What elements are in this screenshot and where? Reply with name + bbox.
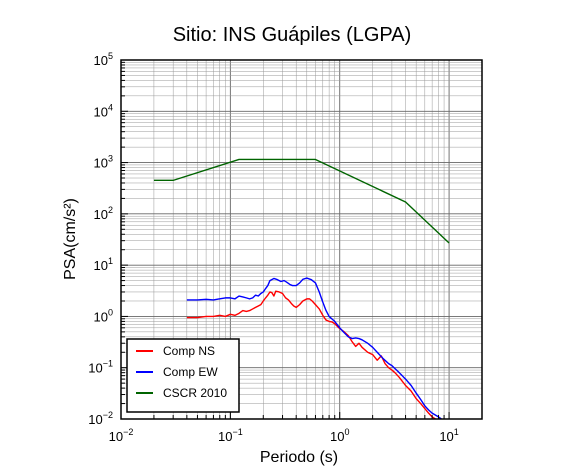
x-tick-label-exponent: −1 xyxy=(232,427,242,437)
x-tick-label-base: 10 xyxy=(330,429,344,444)
y-tick-label: 100 xyxy=(94,307,113,324)
x-tick-label-base: 10 xyxy=(218,429,232,444)
y-tick-label: 103 xyxy=(94,154,113,171)
legend-label-comp-ns: Comp NS xyxy=(163,344,215,358)
y-tick-label-base: 10 xyxy=(94,104,108,119)
y-tick-label-exponent: 5 xyxy=(108,51,113,61)
x-tick-label: 100 xyxy=(330,427,349,444)
y-tick-label-exponent: 2 xyxy=(108,205,113,215)
y-tick-label-exponent: 1 xyxy=(108,256,113,266)
y-tick-label-exponent: 4 xyxy=(108,102,113,112)
x-tick-label-base: 10 xyxy=(109,429,123,444)
y-tick-label-base: 10 xyxy=(94,53,108,68)
series-line-cscr-2010 xyxy=(153,158,450,244)
y-tick-label-base: 10 xyxy=(94,207,108,222)
y-tick-label: 10−1 xyxy=(88,359,113,376)
y-tick-label-base: 10 xyxy=(94,309,108,324)
legend: Comp NS Comp EW CSCR 2010 xyxy=(126,338,240,413)
y-tick-label-exponent: 3 xyxy=(108,154,113,164)
series-line-comp-ew xyxy=(186,277,442,419)
legend-label-cscr-2010: CSCR 2010 xyxy=(163,386,227,400)
y-tick-label: 10−2 xyxy=(88,410,113,427)
x-tick-label-exponent: 0 xyxy=(344,427,349,437)
y-tick-label-base: 10 xyxy=(94,156,108,171)
y-tick-label-base: 10 xyxy=(88,412,102,427)
x-tick-label-exponent: 1 xyxy=(454,427,459,437)
x-tick-label: 10−2 xyxy=(109,427,134,444)
y-tick-label-exponent: 0 xyxy=(108,307,113,317)
plot-frame xyxy=(120,59,483,420)
y-tick-label: 105 xyxy=(94,51,113,68)
y-tick-label: 102 xyxy=(94,205,113,222)
x-tick-label-base: 10 xyxy=(439,429,453,444)
y-tick-label-exponent: −2 xyxy=(103,410,113,420)
x-tick-label: 10−1 xyxy=(218,427,243,444)
legend-label-comp-ew: Comp EW xyxy=(163,365,218,379)
y-axis-label: PSA(cm/s²) xyxy=(62,198,79,280)
y-tick-label-base: 10 xyxy=(88,361,102,376)
y-tick-label-base: 10 xyxy=(94,258,108,273)
x-tick-label: 101 xyxy=(439,427,458,444)
y-tick-label: 101 xyxy=(94,256,113,273)
series-line-comp-ns xyxy=(186,290,436,419)
x-axis-label: Periodo (s) xyxy=(260,449,338,466)
chart-title: Sitio: INS Guápiles (LGPA) xyxy=(173,24,412,46)
grid xyxy=(120,59,483,420)
y-tick-label-exponent: −1 xyxy=(103,359,113,369)
y-tick-label: 104 xyxy=(94,102,113,119)
series-lines xyxy=(153,158,450,419)
x-tick-label-exponent: −2 xyxy=(123,427,133,437)
